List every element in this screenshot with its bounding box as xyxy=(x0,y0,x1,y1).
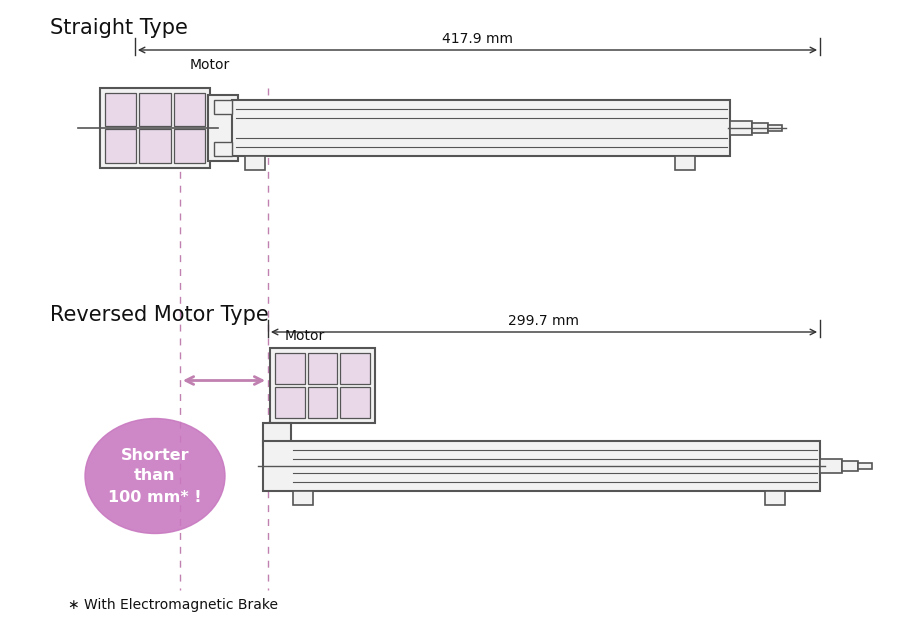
Bar xyxy=(100,88,210,168)
Bar xyxy=(674,156,694,170)
Ellipse shape xyxy=(85,418,225,534)
Bar xyxy=(105,93,136,127)
Bar xyxy=(752,123,767,133)
Bar xyxy=(292,491,312,505)
Text: ∗ With Electromagnetic Brake: ∗ With Electromagnetic Brake xyxy=(68,598,278,612)
Bar xyxy=(214,142,231,156)
Bar xyxy=(275,353,304,384)
Bar xyxy=(173,130,205,163)
Bar xyxy=(231,100,729,156)
Bar xyxy=(307,353,337,384)
Bar xyxy=(245,156,265,170)
Text: Shorter
than
100 mm* !: Shorter than 100 mm* ! xyxy=(108,447,201,505)
Text: 417.9 mm: 417.9 mm xyxy=(442,32,512,46)
Bar xyxy=(173,93,205,127)
Text: Reversed Motor Type: Reversed Motor Type xyxy=(50,305,269,325)
Bar xyxy=(275,387,304,418)
Bar xyxy=(105,130,136,163)
Text: Motor: Motor xyxy=(189,58,230,72)
Text: 299.7 mm: 299.7 mm xyxy=(508,314,578,328)
Bar xyxy=(262,441,819,491)
Bar xyxy=(340,353,370,384)
Bar xyxy=(214,100,231,114)
Bar xyxy=(208,95,238,161)
Bar xyxy=(340,387,370,418)
Bar xyxy=(307,387,337,418)
Bar xyxy=(262,423,291,446)
Text: Straight Type: Straight Type xyxy=(50,18,188,38)
Text: Motor: Motor xyxy=(284,329,325,343)
Bar xyxy=(841,461,857,471)
Bar xyxy=(139,93,170,127)
Bar xyxy=(764,491,784,505)
Bar xyxy=(767,125,781,131)
Bar xyxy=(857,463,871,469)
Bar xyxy=(139,130,170,163)
Bar xyxy=(270,348,374,423)
Bar xyxy=(729,121,752,135)
Bar xyxy=(819,459,841,473)
